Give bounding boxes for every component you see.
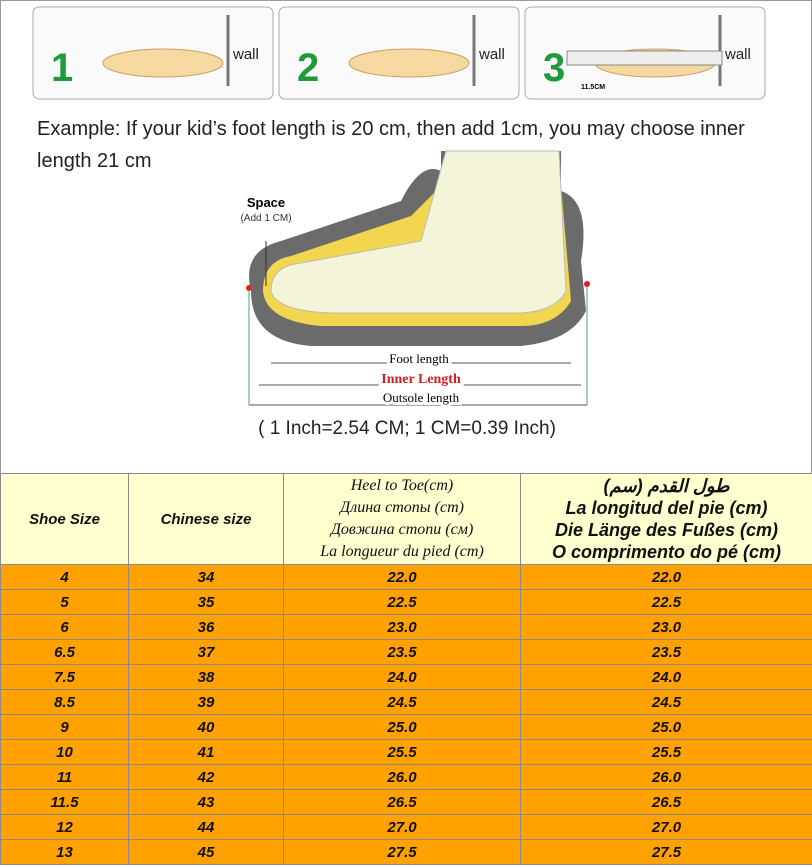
table-cell: 27.5 [283, 839, 521, 865]
table-cell: 6.5 [0, 639, 129, 665]
example-text: Example: If your kid’s foot length is 20… [37, 118, 745, 172]
table-cell: 23.0 [520, 614, 812, 640]
table-cell: 41 [128, 739, 284, 765]
table-cell: 44 [128, 814, 284, 840]
table-cell: 25.0 [520, 714, 812, 740]
illustrations: 1 wall 2 wall 3 wall 11.5CM Space (Add 1 CM) F… [32, 6, 766, 408]
header-line: O comprimento do pé (cm) [551, 542, 782, 562]
table-cell: 23.5 [283, 639, 521, 665]
table-row: 10 41 25.5 25.5 [0, 739, 812, 765]
table-row: 4 34 22.0 22.0 [0, 564, 812, 590]
table-row: 6.5 37 23.5 23.5 [0, 639, 812, 665]
size-table: Shoe Size Chinese size Heel to Toe(cm) Длин… [0, 473, 812, 865]
foot-length: Foot length [389, 351, 449, 366]
table-cell: 22.0 [520, 564, 812, 590]
table-cell: 26.0 [283, 764, 521, 790]
table-cell: 24.0 [520, 664, 812, 690]
header-cell: Heel to Toe(cm) Длина стопы (cm) Довжина с… [283, 473, 521, 565]
table-row: 12 44 27.0 27.0 [0, 814, 812, 840]
table-cell: 5 [0, 589, 129, 615]
table-cell: 10 [0, 739, 129, 765]
table-cell: 22.5 [283, 589, 521, 615]
table-row: 5 35 22.5 22.5 [0, 589, 812, 615]
table-cell: 12 [0, 814, 129, 840]
conversion-note: ( 1 Inch=2.54 CM; 1 CM=0.39 Inch) [258, 418, 556, 439]
table-row: 9 40 25.0 25.0 [0, 714, 812, 740]
table-cell: 26.5 [520, 789, 812, 815]
table-cell: 27.0 [520, 814, 812, 840]
table-cell: 26.0 [520, 764, 812, 790]
shoe-diagram: Space (Add 1 CM) Foot length Inner Lengt… [240, 150, 590, 408]
table-cell: 24.5 [520, 689, 812, 715]
outsole-length: Outsole length [383, 390, 460, 405]
table-cell: 22.5 [520, 589, 812, 615]
header-line: (طول القدم (سم [603, 476, 730, 496]
add-label: (Add 1 CM) [240, 213, 291, 224]
table-cell: 35 [128, 589, 284, 615]
ruler [566, 50, 723, 66]
table-cell: 22.0 [283, 564, 521, 590]
wall-label: wall [724, 46, 751, 63]
table-row: 7.5 38 24.0 24.0 [0, 664, 812, 690]
table-cell: 11.5 [0, 789, 129, 815]
table-cell: 11 [0, 764, 129, 790]
step-number: 3 [543, 46, 565, 90]
header-line: Довжина стопи (см) [330, 521, 474, 538]
table-cell: 9 [0, 714, 129, 740]
foot [348, 48, 470, 78]
table-cell: 43 [128, 789, 284, 815]
header-line: Длина стопы (cm) [340, 499, 464, 516]
table-cell: 39 [128, 689, 284, 715]
table-cell: 42 [128, 764, 284, 790]
table-cell: 7.5 [0, 664, 129, 690]
table-cell: 8.5 [0, 689, 129, 715]
table-row: 11.5 43 26.5 26.5 [0, 789, 812, 815]
table-cell: 24.5 [283, 689, 521, 715]
table-cell: 40 [128, 714, 284, 740]
wall-label: wall [232, 46, 259, 63]
header-line: La longueur du pied (cm) [320, 543, 484, 560]
table-cell: 13 [0, 839, 129, 865]
table-cell: 23.0 [283, 614, 521, 640]
table-cell: 25.0 [283, 714, 521, 740]
header-line: Die Länge des Fußes (cm) [554, 520, 779, 540]
table-cell: 36 [128, 614, 284, 640]
foot [102, 48, 224, 78]
table-row: 8.5 39 24.5 24.5 [0, 689, 812, 715]
step-number: 2 [297, 46, 319, 90]
ruler-label: 11.5CM [581, 84, 605, 91]
table-cell: 27.5 [520, 839, 812, 865]
table-row: 11 42 26.0 26.0 [0, 764, 812, 790]
step-number: 1 [51, 46, 73, 90]
table-cell: 26.5 [283, 789, 521, 815]
space-label: Space [247, 195, 285, 210]
table-cell: 24.0 [283, 664, 521, 690]
header-line: Heel to Toe(cm) [350, 477, 454, 494]
header-line: La longitud del pie (cm) [565, 498, 768, 518]
header-cell: Shoe Size [0, 473, 129, 565]
guide: 1 wall 2 wall 3 wall 11.5CM Space (Add 1 CM) F… [0, 0, 812, 473]
table-cell: 6 [0, 614, 129, 640]
table-cell: 23.5 [520, 639, 812, 665]
header-row: Shoe Size Chinese size Heel to Toe(cm) Длин… [0, 473, 812, 565]
header-cell: Chinese size [128, 473, 284, 565]
table-cell: 25.5 [283, 739, 521, 765]
inner-length: Inner Length [381, 372, 461, 387]
table-row: 6 36 23.0 23.0 [0, 614, 812, 640]
table-row: 13 45 27.5 27.5 [0, 839, 812, 865]
wall-label: wall [478, 46, 505, 63]
table-cell: 34 [128, 564, 284, 590]
table-cell: 25.5 [520, 739, 812, 765]
table-cell: 4 [0, 564, 129, 590]
table-cell: 37 [128, 639, 284, 665]
table-cell: 45 [128, 839, 284, 865]
header-cell: (طول القدم (سم La longitud del pie (cm) Di… [520, 473, 812, 565]
table-cell: 27.0 [283, 814, 521, 840]
table-cell: 38 [128, 664, 284, 690]
